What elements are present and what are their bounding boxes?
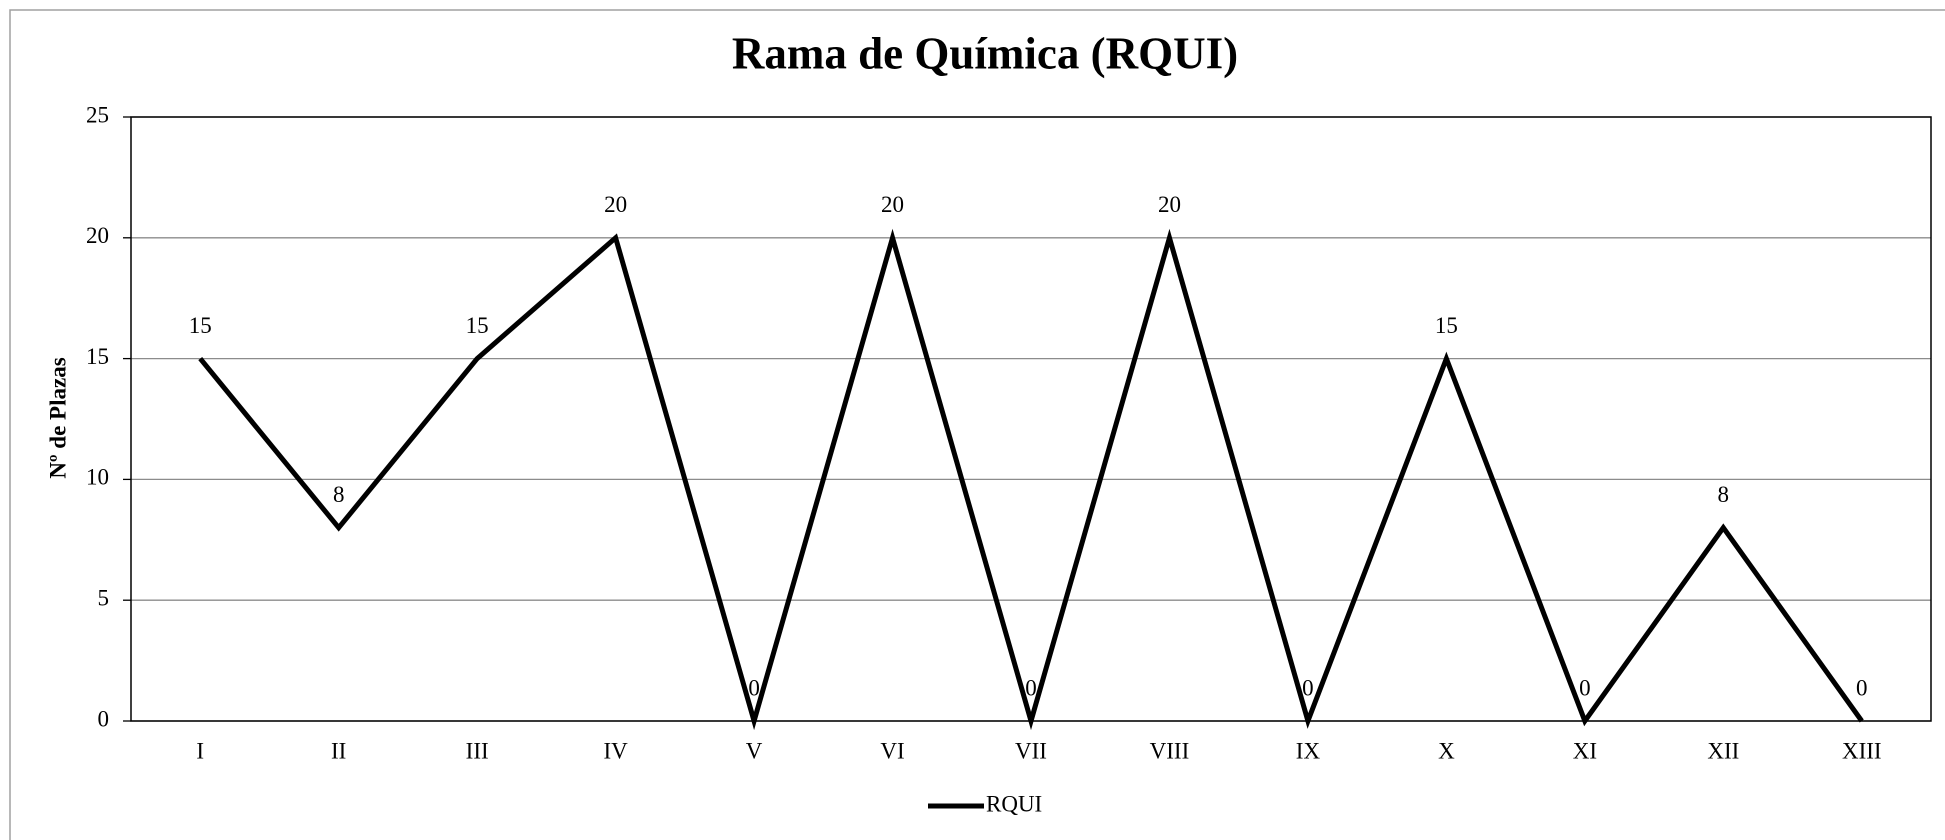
y-tick-label: 15	[86, 344, 109, 369]
x-tick-label: X	[1438, 738, 1455, 763]
data-label: 20	[1158, 192, 1181, 217]
y-tick-label: 5	[98, 585, 110, 610]
x-tick-label: VII	[1015, 738, 1047, 763]
y-tick-label: 10	[86, 465, 109, 490]
data-label: 8	[1718, 482, 1730, 507]
line-series	[198, 228, 1864, 731]
y-tick-label: 20	[86, 223, 109, 248]
chart-title: Rama de Química (RQUI)	[732, 28, 1238, 78]
data-label: 0	[748, 675, 760, 700]
data-label: 0	[1302, 675, 1314, 700]
y-axis-label: Nº de Plazas	[45, 357, 70, 478]
x-tick-label: XII	[1707, 738, 1739, 763]
x-tick-label: V	[746, 738, 763, 763]
data-label: 0	[1856, 675, 1868, 700]
x-tick-label: IV	[603, 738, 628, 763]
data-label: 0	[1025, 675, 1037, 700]
legend-label: RQUI	[986, 791, 1042, 816]
data-label: 20	[881, 192, 904, 217]
x-tick-label: IX	[1296, 738, 1321, 763]
x-tick-label: II	[331, 738, 346, 763]
x-tick-label: VIII	[1150, 738, 1190, 763]
data-label: 8	[333, 482, 345, 507]
plot-area	[130, 116, 1932, 722]
chart-border	[9, 9, 1945, 840]
x-tick-label: III	[466, 738, 489, 763]
data-label: 0	[1579, 675, 1591, 700]
y-tick-label: 25	[86, 102, 109, 127]
data-label: 15	[1435, 313, 1458, 338]
data-label: 20	[604, 192, 627, 217]
data-label: 15	[466, 313, 489, 338]
x-tick-label: VI	[880, 738, 904, 763]
y-tick-label: 0	[98, 706, 110, 731]
x-tick-label: XIII	[1842, 738, 1882, 763]
x-tick-label: XI	[1573, 738, 1597, 763]
data-label: 15	[189, 313, 212, 338]
x-tick-label: I	[196, 738, 204, 763]
